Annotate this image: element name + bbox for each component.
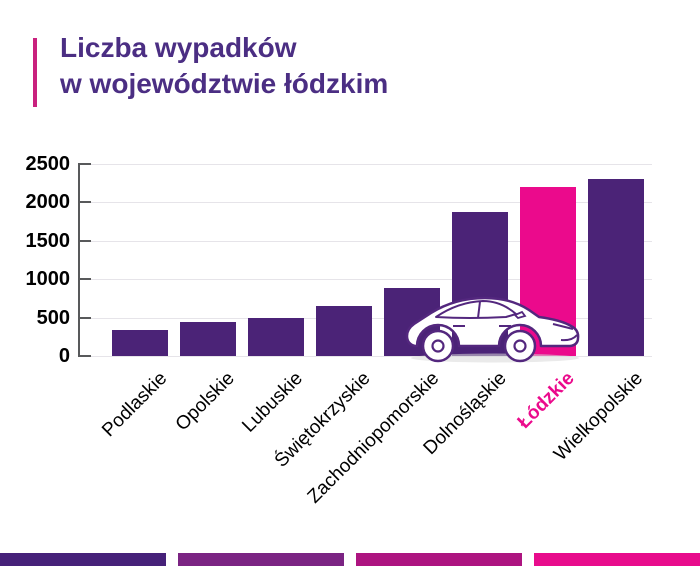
footer-segment-3	[356, 553, 522, 566]
car-headlight	[552, 323, 574, 330]
footer-segment-1	[0, 553, 166, 566]
y-tick-label-1000: 1000	[25, 268, 71, 291]
title-accent-bar	[33, 38, 37, 107]
car-rear-hub	[431, 339, 445, 353]
x-label-opolskie: Opolskie	[171, 368, 239, 436]
y-tick-label-500: 500	[36, 306, 70, 329]
bar-wielkopolskie	[588, 179, 644, 356]
car-glass	[435, 300, 517, 319]
y-tick-2000	[78, 201, 91, 204]
car-bumper-line	[560, 334, 578, 342]
y-tick-1000	[78, 278, 91, 281]
y-tick-label-0: 0	[58, 345, 70, 367]
title-line-1: Liczba wypadków	[60, 32, 297, 63]
car-mirror	[513, 310, 527, 320]
gridline-2000	[78, 202, 652, 204]
bar-lubuskie	[248, 318, 304, 356]
y-tick-label-2500: 2500	[25, 153, 71, 175]
car-icon	[405, 296, 580, 363]
x-label-łódzkie: Łódzkie	[513, 368, 579, 433]
car-shadow	[411, 353, 579, 363]
y-tick-label-2000: 2000	[25, 191, 71, 214]
gridline-1500	[78, 240, 652, 242]
y-tick-1500	[78, 239, 91, 242]
slide-title: Liczba wypadków w województwie łódzkim	[60, 30, 388, 102]
footer-color-bar	[0, 553, 700, 566]
y-tick-500	[78, 316, 91, 319]
gridline-0	[78, 356, 652, 357]
title-line-2: w województwie łódzkim	[60, 68, 389, 99]
x-label-lubuskie: Lubuskie	[238, 368, 307, 437]
gridline-2500	[78, 164, 652, 165]
y-tick-0	[78, 355, 91, 357]
bar-podlaskie	[112, 330, 168, 356]
y-axis-line	[78, 164, 80, 357]
x-label-zachodniopomorskie: Zachodniopomorskie	[303, 368, 443, 508]
bar-opolskie	[180, 322, 236, 356]
bar-świętokrzyskie	[316, 306, 372, 356]
car-pillar-line	[477, 301, 481, 319]
y-tick-2500	[78, 163, 91, 165]
footer-segment-4	[534, 553, 700, 566]
x-label-podlaskie: Podlaskie	[97, 368, 171, 442]
footer-segment-2	[178, 553, 344, 566]
gridline-1000	[78, 279, 652, 281]
y-tick-label-1500: 1500	[25, 229, 71, 252]
car-front-hub	[513, 339, 527, 353]
